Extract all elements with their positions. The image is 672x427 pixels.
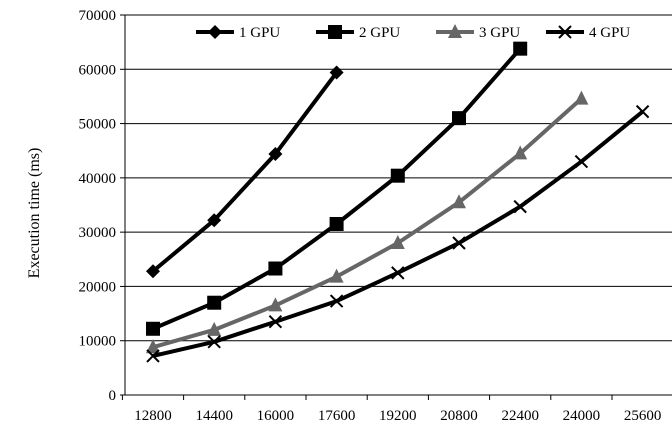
y-tick-label: 50000 [79,117,117,133]
axes [120,14,672,400]
data-point [329,268,344,283]
data-point [513,145,528,160]
x-mark-stroke [391,266,405,280]
y-tick-label: 40000 [79,171,117,187]
data-point [390,168,405,183]
x-tick-label: 17600 [318,408,356,424]
data-point [390,235,405,249]
legend-item: 3 GPU [436,24,520,41]
data-point [452,111,466,126]
y-tick-label: 60000 [79,62,117,78]
series-line [152,110,644,358]
legend-marker [558,25,572,39]
legend-label: 3 GPU [479,25,520,41]
data-point [329,294,344,308]
data-point [207,321,222,336]
y-tick-labels: 0 10000 20000 30000 40000 50000 60000 70000 [79,8,117,404]
x-tick-label: 22400 [501,408,539,424]
grid-lines [125,14,672,342]
data-point [207,213,222,228]
legend-item: 2 GPU [316,25,400,41]
x-tick-label: 16000 [257,408,295,424]
series-line [151,71,339,273]
y-tick-label: 0 [109,388,117,404]
x-mark-stroke [452,236,466,250]
data-point [513,41,528,56]
data-point [146,339,160,354]
legend-item: 4 GPU [546,25,630,41]
data-point [146,321,160,336]
x-tick-label: 12800 [134,408,172,424]
data-point [207,295,222,310]
data-point [146,264,160,279]
series-3-gpu [146,90,589,354]
data-point [452,236,466,250]
x-mark-stroke [574,154,589,169]
x-mark-stroke [558,25,572,39]
data-point [268,146,283,161]
data-point [207,335,221,349]
data-point [329,65,344,80]
x-mark-stroke [268,315,283,329]
legend-label: 2 GPU [359,25,400,41]
data-point [574,154,589,169]
legend-marker [328,25,342,39]
x-tick-label: 24000 [563,408,601,424]
series-line [152,97,583,350]
x-tick-label: 20800 [440,408,478,424]
y-axis-title: Execution time (ms) [26,148,43,279]
series-1-gpu [146,65,344,279]
data-point [452,194,466,209]
x-tick-labels: 12800 14400 16000 17600 19200 20800 22400 24000… [134,408,661,424]
x-mark-stroke [207,335,221,349]
x-tick-label: 25600 [624,408,662,424]
data-point [146,349,160,363]
data-point [268,297,283,312]
x-mark-stroke [513,199,527,214]
series-lines [146,41,650,363]
x-mark-stroke [329,294,344,308]
legend-label: 4 GPU [589,25,630,41]
y-tick-label: 10000 [79,334,117,350]
data-point [268,261,283,276]
data-point [329,217,344,231]
legend-label: 1 GPU [239,25,280,41]
legend: 1 GPU 2 GPU 3 GPU 4 GPU [196,24,630,41]
data-point [635,104,650,119]
y-tick-label: 30000 [79,225,117,241]
series-4-gpu [146,104,650,363]
y-tick-label: 70000 [79,8,117,24]
legend-marker [448,24,462,38]
x-tick-label: 19200 [379,408,417,424]
series-2-gpu [146,41,528,336]
data-point [391,266,405,280]
x-tick-label: 14400 [195,408,233,424]
legend-marker [208,25,222,39]
x-mark-stroke [146,349,160,363]
y-tick-label: 20000 [79,279,117,295]
x-mark-stroke [635,104,650,119]
legend-item: 1 GPU [196,25,280,41]
data-point [513,199,527,214]
data-point [268,315,283,329]
data-point [574,90,589,105]
